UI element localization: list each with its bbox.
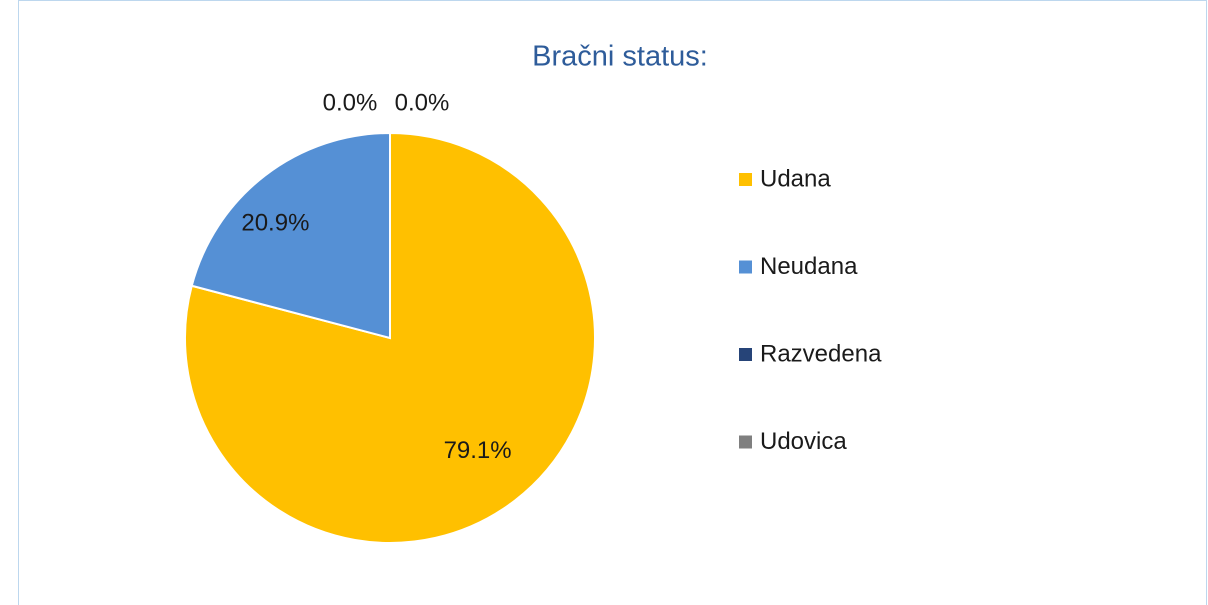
legend-swatch — [739, 435, 752, 449]
legend-swatch — [739, 173, 752, 186]
chart-title: Bračni status: — [532, 41, 708, 73]
legend-swatch — [739, 260, 752, 274]
data-label: 79.1% — [444, 437, 512, 464]
pie-slice — [190, 131, 391, 340]
legend-label: Neudana — [760, 253, 858, 280]
legend-label: Razvedena — [760, 340, 882, 367]
legend-label: Udana — [760, 165, 831, 192]
data-label: 0.0% — [323, 90, 378, 117]
legend-swatch — [739, 348, 752, 361]
legend-label: Udovica — [760, 428, 847, 455]
data-label: 0.0% — [395, 90, 450, 117]
data-label: 20.9% — [241, 210, 309, 237]
